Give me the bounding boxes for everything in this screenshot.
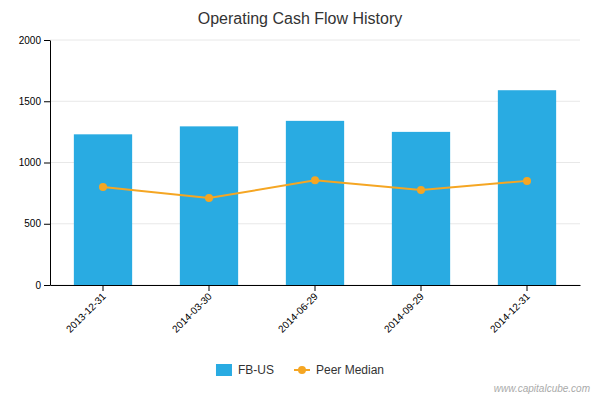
legend-label: Peer Median bbox=[316, 363, 384, 377]
line-marker bbox=[311, 176, 319, 184]
line-marker bbox=[99, 183, 107, 191]
y-tick-label: 1500 bbox=[19, 96, 42, 107]
grid-line bbox=[50, 40, 580, 41]
bar bbox=[74, 134, 132, 285]
x-tick: 2014-03-30 bbox=[170, 285, 214, 335]
y-tick-label: 500 bbox=[24, 218, 41, 229]
y-tick-label: 2000 bbox=[19, 35, 42, 46]
x-tick-mark bbox=[103, 285, 104, 291]
y-tick: 2000 bbox=[19, 35, 50, 46]
x-tick: 2014-06-29 bbox=[276, 285, 320, 335]
title: Operating Cash Flow History bbox=[198, 10, 403, 27]
grid bbox=[50, 40, 580, 285]
y-tick: 0 bbox=[35, 280, 50, 291]
line-marker bbox=[205, 194, 213, 202]
y-tick: 500 bbox=[24, 218, 50, 229]
x-tick-mark bbox=[209, 285, 210, 291]
bar bbox=[286, 121, 344, 285]
x-tick-mark bbox=[527, 285, 528, 291]
x-tick: 2014-09-29 bbox=[382, 285, 426, 335]
watermark: www.capitalcube.com bbox=[494, 383, 590, 394]
x-tick-label: 2013-12-31 bbox=[64, 290, 108, 334]
y-tick-label: 0 bbox=[35, 280, 41, 291]
line-marker bbox=[417, 186, 425, 194]
y-tick-mark bbox=[44, 40, 50, 41]
x-tick-label: 2014-09-29 bbox=[382, 290, 426, 334]
x-tick-mark bbox=[421, 285, 422, 291]
y-tick-mark bbox=[44, 285, 50, 286]
legend-label: FB-US bbox=[238, 363, 274, 377]
y-tick-mark bbox=[44, 101, 50, 102]
x-tick-label: 2014-06-29 bbox=[276, 290, 320, 334]
legend-swatch bbox=[216, 364, 232, 376]
y-axis: 0 500 1000 1500 2000 bbox=[19, 35, 51, 291]
y-tick-label: 1000 bbox=[19, 157, 42, 168]
chart: Operating Cash Flow History 0 500 1000 1500 2… bbox=[0, 0, 600, 400]
x-tick-label: 2014-12-31 bbox=[488, 290, 532, 334]
legend-item: Peer Median bbox=[294, 363, 384, 377]
bar bbox=[498, 90, 556, 285]
x-tick: 2014-12-31 bbox=[488, 285, 532, 335]
y-tick: 1000 bbox=[19, 157, 50, 168]
y-tick-mark bbox=[44, 224, 50, 225]
x-tick-label: 2014-03-30 bbox=[170, 290, 214, 334]
line-marker bbox=[523, 177, 531, 185]
bar bbox=[392, 132, 450, 285]
legend-item: FB-US bbox=[216, 363, 274, 377]
legend-marker bbox=[298, 366, 306, 374]
y-tick-mark bbox=[44, 163, 50, 164]
bar-series bbox=[74, 90, 556, 285]
x-tick: 2013-12-31 bbox=[64, 285, 108, 335]
y-tick: 1500 bbox=[19, 96, 50, 107]
y-axis-line bbox=[50, 41, 51, 286]
x-axis: 2013-12-31 2014-03-30 2014-06-29 2014-09-29… bbox=[51, 285, 581, 335]
plot bbox=[74, 90, 556, 285]
bar bbox=[180, 126, 238, 285]
legend: FB-US Peer Median bbox=[216, 363, 384, 377]
x-tick-mark bbox=[315, 285, 316, 291]
line-series bbox=[99, 176, 531, 202]
